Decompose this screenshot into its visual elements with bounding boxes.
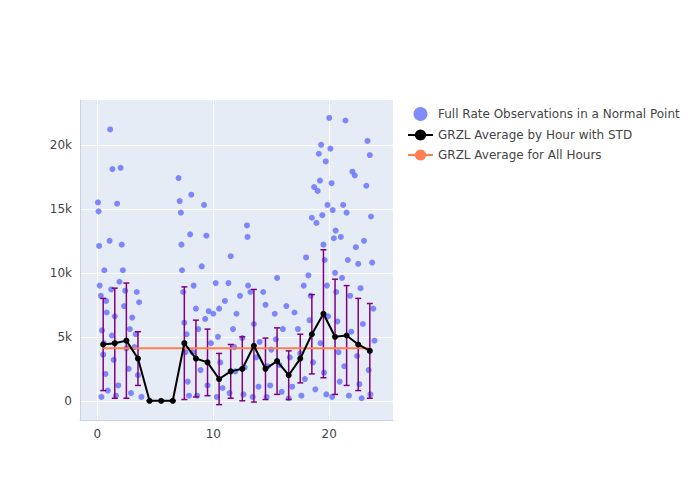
svg-text:GRZL Average by Hour with STD: GRZL Average by Hour with STD xyxy=(438,128,632,142)
svg-text:20: 20 xyxy=(322,427,337,441)
svg-text:10: 10 xyxy=(206,427,221,441)
svg-text:20k: 20k xyxy=(50,138,72,152)
svg-text:Full Rate Observations in a No: Full Rate Observations in a Normal Point xyxy=(438,107,680,121)
svg-text:15k: 15k xyxy=(50,202,72,216)
svg-text:0: 0 xyxy=(94,427,102,441)
svg-text:5k: 5k xyxy=(57,330,72,344)
svg-text:10k: 10k xyxy=(50,266,72,280)
svg-text:0: 0 xyxy=(64,394,72,408)
svg-text:GRZL Average for All Hours: GRZL Average for All Hours xyxy=(438,148,602,162)
